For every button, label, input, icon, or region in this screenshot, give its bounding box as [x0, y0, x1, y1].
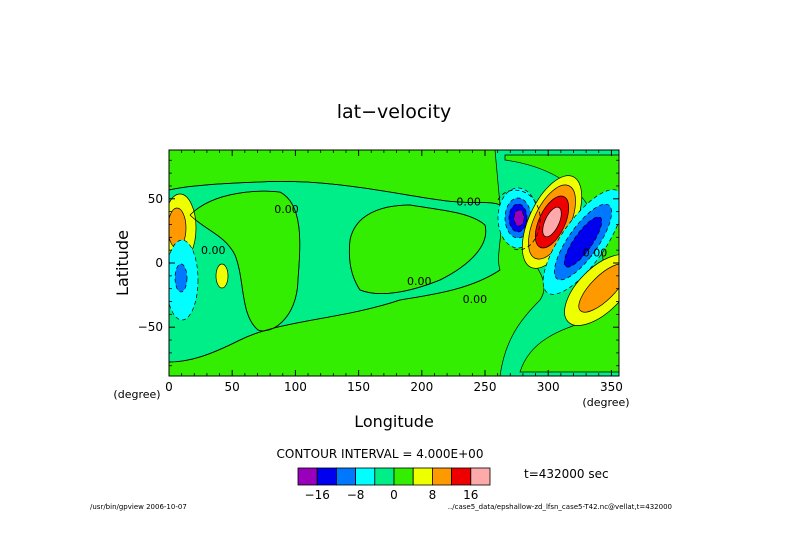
colorbar-swatch-6 [412, 467, 433, 486]
contour-label-4: 0.00 [463, 293, 488, 306]
x-axis-unit: (degree) [582, 396, 629, 409]
y-tick-label-1: 0 [155, 256, 163, 270]
y-axis: 50 0 −50 [138, 159, 619, 367]
x-tick-label-1: 50 [225, 380, 240, 394]
colorbar: −16 −8 0 8 16 [297, 467, 491, 502]
contour-interval-text: CONTOUR INTERVAL = 4.000E+00 [277, 447, 484, 461]
y-tick-label-0: 50 [148, 192, 163, 206]
x-tick-label-7: 350 [600, 380, 623, 394]
contour-label-5: 0.00 [583, 247, 608, 260]
colorbar-swatch-9 [470, 467, 491, 486]
plot-area [169, 150, 619, 376]
colorbar-swatch-4 [374, 467, 395, 486]
colorbar-swatch-2 [335, 467, 356, 486]
x-tick-label-6: 300 [537, 380, 560, 394]
colorbar-swatch-1 [316, 467, 337, 486]
x-tick-label-4: 200 [410, 380, 433, 394]
x-tick-label-5: 250 [474, 380, 497, 394]
contour-zero-line-main [169, 181, 501, 206]
field-pos-mid-southeast [578, 263, 619, 313]
x-axis-label: Longitude [354, 412, 434, 431]
contour-label-2: 0.00 [456, 195, 481, 208]
x-tick-label-2: 100 [284, 380, 307, 394]
contour-label-3: 0.00 [407, 275, 432, 288]
colorbar-swatch-3 [355, 467, 376, 486]
contour-zero-line-inner [189, 190, 301, 332]
field-pos-low-small [215, 263, 229, 289]
x-tick-label-3: 150 [347, 380, 370, 394]
field-neg-max-east-1 [513, 209, 525, 227]
x-tick-label-0: 0 [165, 380, 173, 394]
contour-dashed-east [497, 189, 541, 251]
y-tick-label-2: −50 [138, 320, 163, 334]
y-axis-label: Latitude [113, 230, 132, 296]
colorbar-swatch-7 [431, 467, 452, 486]
field-neg-high-east-2 [563, 216, 603, 268]
contour-label-1: 0.00 [201, 244, 226, 257]
colorbar-label-0: −16 [305, 488, 330, 502]
chart-title: lat−velocity [337, 101, 452, 123]
contour-zero-line-center [348, 204, 487, 295]
colorbar-swatch-5 [393, 467, 414, 486]
contour-label-0: 0.00 [274, 203, 299, 216]
y-axis-unit: (degree) [113, 388, 160, 401]
colorbar-label-1: −8 [347, 488, 365, 502]
contour-zero-line-lower [169, 269, 501, 363]
colorbar-swatch-0 [297, 467, 318, 486]
x-axis: 0 50 100 150 200 250 300 350 [165, 150, 623, 394]
colorbar-label-4: 16 [463, 488, 478, 502]
contour-labels: 0.00 0.00 0.00 0.00 0.00 0.00 [201, 195, 607, 306]
field-pos-max-east [542, 206, 562, 238]
time-label: t=432000 sec [524, 467, 609, 481]
footer-right: ../case5_data/epshallow-zd_lfsn_case5-T4… [448, 503, 672, 511]
colorbar-label-3: 8 [429, 488, 437, 502]
colorbar-swatch-8 [451, 467, 472, 486]
field-neg-mid-west [174, 263, 188, 293]
colorbar-label-2: 0 [390, 488, 398, 502]
footer-left: /usr/bin/gpview 2006-10-07 [90, 503, 187, 511]
